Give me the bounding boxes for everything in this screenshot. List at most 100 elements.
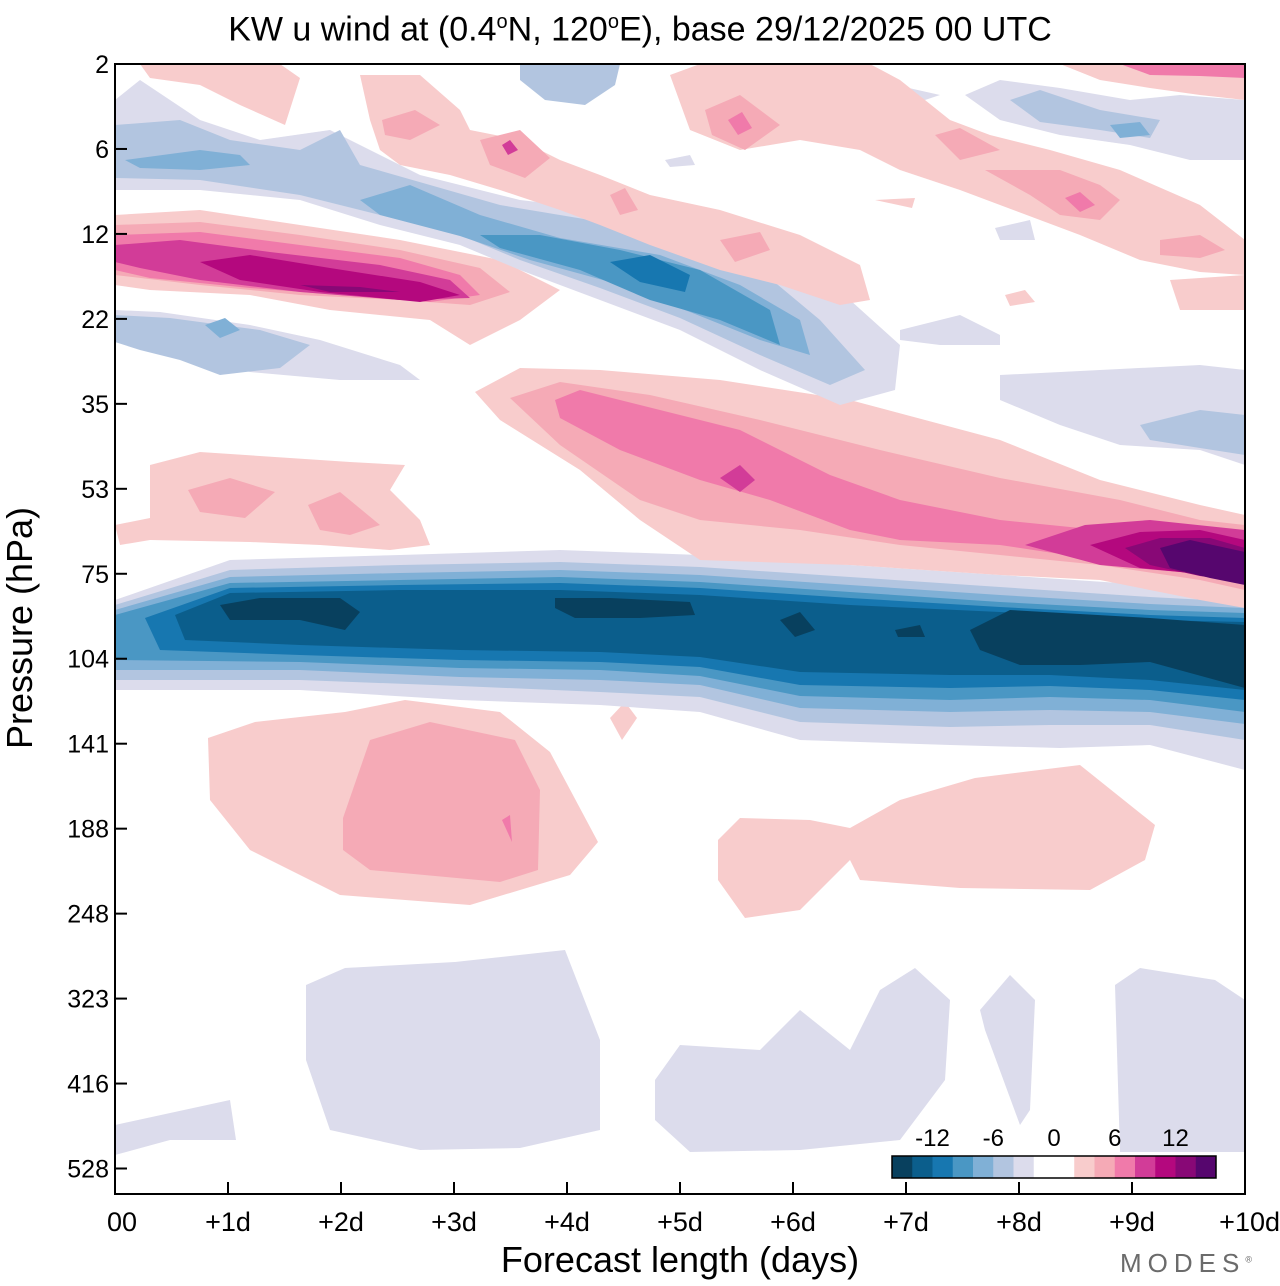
modes-logo: MODES® <box>1120 1248 1252 1278</box>
contour-weak-easterly-5 <box>1115 968 1245 1152</box>
y-tick-label: 141 <box>67 731 109 759</box>
colorbar-tick-label: -12 <box>915 1125 950 1152</box>
contour-westerly-band-8 <box>720 465 755 492</box>
y-tick-label: 22 <box>81 306 109 334</box>
colorbar-tick-label: 6 <box>1108 1125 1121 1152</box>
contour-easterly-upper-8 <box>480 235 780 345</box>
colorbar-swatch <box>1033 1156 1055 1178</box>
colorbar-swatch <box>973 1156 994 1178</box>
contour-easterly-core-3 <box>780 612 815 637</box>
contour-easterly-upper-6 <box>125 150 250 170</box>
contour-easterly-patch-22c <box>205 318 240 338</box>
colorbar-swatch <box>892 1156 913 1178</box>
contour-westerly-top-7 <box>670 64 1245 275</box>
contour-easterly-patch-22b <box>115 315 310 375</box>
y-tick-label: 323 <box>67 986 109 1014</box>
x-axis-label: Forecast length (days) <box>500 1239 860 1280</box>
y-tick-label: 248 <box>67 901 109 929</box>
contour-weak-westerly-3 <box>718 765 1155 918</box>
x-tick-label: +10d <box>1219 1207 1280 1237</box>
y-tick-label: 53 <box>81 476 109 504</box>
y-tick-label: 528 <box>67 1156 109 1184</box>
x-tick-label: +8d <box>996 1207 1042 1237</box>
y-axis-label: Pressure (hPa) <box>0 506 40 750</box>
contour-easterly-right-mid <box>900 315 1000 345</box>
contour-left-westerly-4b <box>308 492 380 535</box>
colorbar-swatch <box>932 1156 954 1178</box>
colorbar-swatch <box>1195 1156 1217 1178</box>
contour-westerly-top-5 <box>610 188 638 215</box>
colorbar-swatch <box>1155 1156 1176 1178</box>
contour-westerly-top-19 <box>502 140 518 155</box>
x-tick-label: +4d <box>544 1207 590 1237</box>
contour-westerly-top-15 <box>1120 64 1245 78</box>
colorbar-tick-label: -6 <box>983 1125 1004 1152</box>
contour-easterly-upper-4 <box>115 120 865 385</box>
contour-left-westerly-2 <box>115 452 430 550</box>
y-tick-label: 35 <box>81 391 109 419</box>
colorbar-swatch <box>912 1156 933 1178</box>
contour-weak-westerly-4 <box>610 702 637 740</box>
contour-westerly-top-9 <box>728 112 752 135</box>
contour-westerly-spot <box>502 815 512 842</box>
contour-westerly-top-4 <box>480 130 550 178</box>
colorbar-tick-label: 0 <box>1047 1125 1060 1152</box>
contour-easterly-band-12 <box>175 590 1245 690</box>
colorbar-legend: -12 -6 0 6 12 <box>891 1125 1217 1179</box>
colorbar-tick-label: 12 <box>1162 1125 1189 1152</box>
x-tick-label: +7d <box>883 1207 929 1237</box>
contour-westerly-jet-10 <box>200 255 460 302</box>
contour-westerly-top-13 <box>1160 235 1225 258</box>
contour-westerly-top-3 <box>382 110 440 140</box>
contour-westerly-band-14 <box>1160 540 1245 585</box>
colorbar-swatch <box>1094 1156 1116 1178</box>
colorbar-swatch <box>1013 1156 1035 1178</box>
contour-weak-easterly-1 <box>115 1100 236 1155</box>
x-tick-label: +2d <box>318 1207 364 1237</box>
contour-fields <box>115 64 1245 1155</box>
contour-easterly-core-2 <box>555 598 695 618</box>
colorbar-swatch <box>1175 1156 1197 1178</box>
contour-weak-easterly-4 <box>980 975 1035 1125</box>
contour-easterly-core-4 <box>895 625 925 637</box>
x-tick-label: +1d <box>205 1207 251 1237</box>
y-tick-label: 104 <box>67 646 109 674</box>
contour-left-westerly-4 <box>188 478 275 518</box>
contour-westerly-top-10 <box>935 128 1000 160</box>
axes: 2 6 12 22 35 53 75 104 141 188 248 323 416 528 00 +1d +2… <box>67 51 1280 1237</box>
colorbar-swatch <box>1135 1156 1156 1178</box>
x-tick-label: +9d <box>1109 1207 1155 1237</box>
contour-weak-easterly-2 <box>306 950 600 1150</box>
contour-easterly-top-4 <box>520 64 620 105</box>
colorbar-swatch <box>1074 1156 1095 1178</box>
colorbar-swatch <box>993 1156 1014 1178</box>
contour-easterly-topright-6 <box>1110 122 1150 138</box>
x-tick-label: +5d <box>657 1207 703 1237</box>
contour-easterly-upper-10 <box>610 255 690 292</box>
contour-weak-easterly-3 <box>655 968 950 1152</box>
contour-westerly-jet-12 <box>300 285 400 292</box>
contour-westerly-top-17 <box>1005 290 1035 306</box>
colorbar-swatch <box>1054 1156 1075 1178</box>
y-tick-label: 75 <box>81 561 109 589</box>
contour-westerly-top-16 <box>1170 275 1245 310</box>
contour-westerly-top-12 <box>1065 192 1095 212</box>
y-tick-label: 2 <box>95 51 109 79</box>
colorbar-swatch <box>952 1156 974 1178</box>
contour-easterly-right-low4 <box>1140 410 1245 455</box>
y-tick-label: 188 <box>67 816 109 844</box>
x-tick-label: 00 <box>107 1207 137 1237</box>
contour-easterly-core-1 <box>220 598 360 630</box>
contour-easterly-core-5 <box>970 610 1245 688</box>
colorbar-swatch <box>1114 1156 1136 1178</box>
x-tick-label: +6d <box>770 1207 816 1237</box>
contour-easterly-small-4 <box>995 220 1035 240</box>
y-tick-label: 12 <box>81 221 109 249</box>
y-tick-label: 6 <box>95 136 109 164</box>
contour-westerly-top-1 <box>140 64 300 125</box>
contour-westerly-top-6 <box>720 232 770 262</box>
colorbar-frame <box>891 1155 1217 1179</box>
y-tick-label: 416 <box>67 1071 109 1099</box>
contour-easterly-small-3 <box>665 155 695 167</box>
